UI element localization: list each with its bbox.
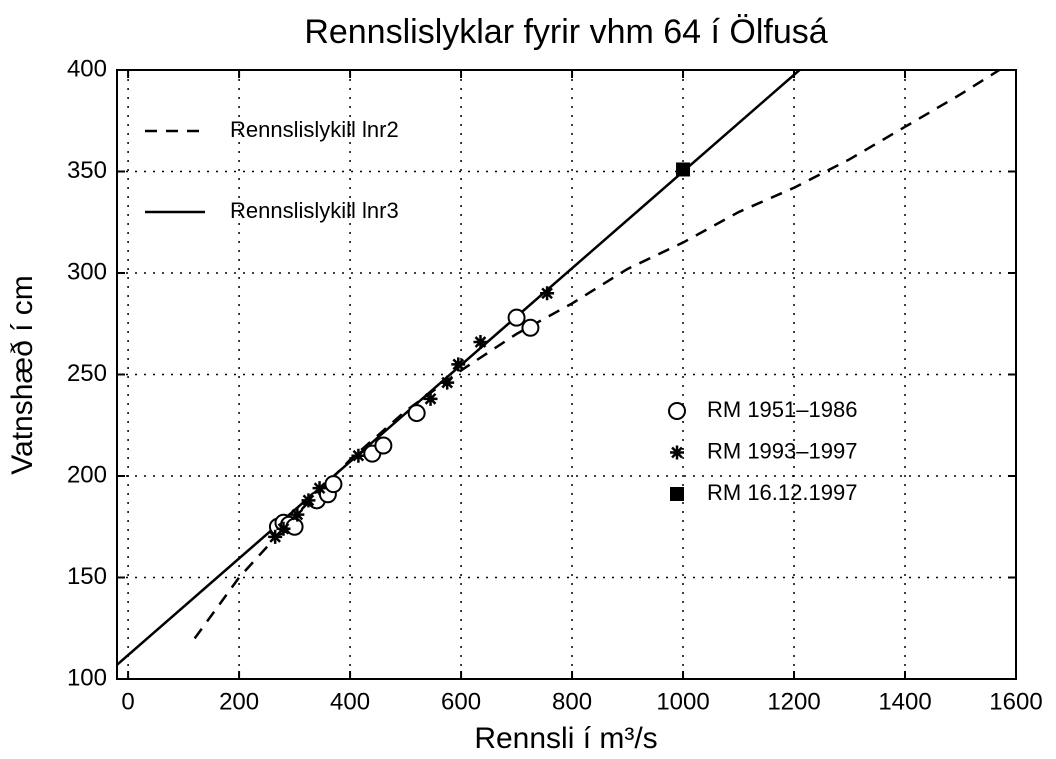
marker-star <box>290 507 305 522</box>
x-axis-label: Rennsli í m³/s <box>474 722 657 755</box>
y-tick-label: 150 <box>67 563 107 590</box>
marker-circle <box>521 318 540 337</box>
chart-title: Rennslislyklar fyrir vhm 64 í Ölfusá <box>304 13 827 51</box>
x-tick-label: 1600 <box>989 688 1042 715</box>
marker-circle <box>285 517 304 536</box>
marker-star <box>423 391 438 406</box>
marker-star <box>268 529 283 544</box>
legend-swatch <box>670 445 684 460</box>
marker-circle <box>407 404 426 423</box>
y-tick-label: 100 <box>67 664 107 691</box>
x-tick-label: 200 <box>219 688 259 715</box>
plot-frame <box>116 69 1017 680</box>
x-tick-label: 1200 <box>767 688 820 715</box>
marker-square <box>676 162 691 177</box>
series-line <box>193 68 1001 640</box>
y-tick-label: 200 <box>67 461 107 488</box>
y-tick-label: 300 <box>67 258 107 285</box>
x-tick-label: 1000 <box>656 688 709 715</box>
y-axis-label: Vatnshæð í cm <box>6 275 39 475</box>
x-tick-label: 800 <box>552 688 592 715</box>
legend-label: RM 1951–1986 <box>707 397 857 422</box>
x-tick-label: 400 <box>330 688 370 715</box>
legend-label: RM 1993–1997 <box>707 438 857 463</box>
x-tick-label: 600 <box>441 688 481 715</box>
legend-label: RM 16.12.1997 <box>707 480 857 505</box>
marker-star <box>473 335 488 350</box>
marker-star <box>451 357 466 372</box>
marker-circle <box>324 475 343 494</box>
legend-swatch <box>670 487 684 501</box>
marker-star <box>440 375 455 390</box>
y-tick-label: 400 <box>67 55 107 82</box>
marker-circle <box>507 308 526 327</box>
marker-star <box>540 286 555 301</box>
marker-star <box>312 481 327 496</box>
x-tick-label: 0 <box>121 688 134 715</box>
legend-label: Rennslislykill lnr3 <box>230 198 399 223</box>
y-tick-label: 250 <box>67 360 107 387</box>
marker-star <box>351 448 366 463</box>
y-tick-label: 350 <box>67 157 107 184</box>
legend-swatch <box>668 402 686 420</box>
marker-circle <box>374 436 393 455</box>
x-tick-label: 1400 <box>878 688 931 715</box>
marker-star <box>276 521 291 536</box>
legend-label: Rennslislykill lnr2 <box>230 117 399 142</box>
marker-star <box>301 493 316 508</box>
